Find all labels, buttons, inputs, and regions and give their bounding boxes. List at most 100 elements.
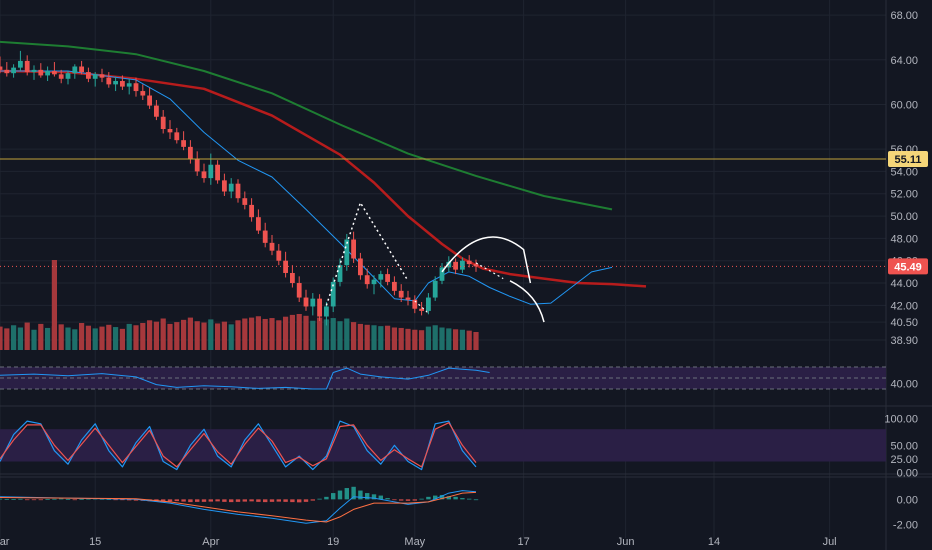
volume-bar	[330, 318, 336, 350]
stoch-band	[0, 429, 886, 462]
candle-body	[392, 281, 397, 291]
rsi-line	[0, 367, 490, 390]
volume-bar	[337, 321, 343, 350]
time-tick-label: Apr	[202, 536, 219, 548]
candle-body	[473, 264, 479, 267]
time-tick-label: 15	[89, 536, 101, 548]
time-tick-label: Jul	[823, 536, 837, 548]
macd-histogram-bar	[174, 499, 179, 502]
candle-body	[86, 72, 91, 79]
macd-histogram-bar	[127, 499, 132, 501]
volume-bar	[364, 324, 370, 350]
macd-histogram-bar	[344, 488, 349, 500]
macd-histogram-bar	[460, 498, 465, 500]
macd-histogram-bar	[283, 499, 288, 502]
candle-body	[11, 67, 16, 74]
candle-body	[303, 297, 309, 307]
macd-histogram-bar	[290, 499, 295, 503]
volume-bar	[425, 326, 431, 350]
macd-histogram-bar	[188, 499, 193, 503]
macd-line	[0, 490, 477, 524]
volume-bar	[58, 324, 64, 350]
candle-body	[215, 164, 220, 181]
macd-histogram-bar	[392, 499, 397, 501]
macd-histogram-bar	[419, 498, 424, 500]
candle-body	[113, 81, 118, 85]
candle-body	[79, 66, 84, 73]
macd-histogram-bar	[331, 493, 336, 500]
candle-body	[446, 261, 452, 268]
macd-histogram-bar	[276, 499, 281, 502]
price-tick-label: 50.00	[890, 211, 918, 223]
candle-body	[201, 171, 207, 179]
candle-body	[460, 260, 465, 270]
macd-histogram-bar	[242, 499, 247, 502]
volume-bar	[99, 326, 105, 350]
macd-histogram-bar	[45, 499, 50, 500]
candle-body	[72, 66, 78, 74]
volume-bar	[24, 322, 30, 350]
candle-body	[419, 308, 424, 311]
candle-body	[256, 217, 261, 231]
candle-body	[466, 260, 472, 265]
candle-body	[276, 250, 282, 261]
macd-histogram-bar	[0, 498, 3, 500]
macd-histogram-bar	[371, 494, 377, 500]
volume-bar	[153, 321, 159, 350]
candle-body	[412, 299, 418, 309]
candle-body	[174, 132, 180, 141]
stoch-d-line	[0, 422, 477, 468]
candle-body	[290, 272, 295, 284]
volume-bar	[357, 323, 363, 350]
candle-body	[167, 129, 173, 133]
price-tick-label: -2.00	[893, 519, 918, 531]
volume-bar	[160, 318, 166, 350]
volume-bar	[262, 318, 268, 350]
macd-histogram-bar	[106, 499, 111, 500]
candle-body	[99, 74, 105, 78]
volume-bar	[323, 319, 329, 350]
candle-body	[65, 73, 71, 79]
macd-histogram-bar	[256, 499, 261, 502]
candle-body	[92, 74, 98, 79]
volume-bar	[106, 324, 112, 350]
time-tick-label: Jun	[617, 536, 635, 548]
price-tick-label: 40.00	[890, 379, 918, 391]
macd-histogram-bar	[473, 499, 479, 501]
candle-body	[18, 60, 23, 68]
signal-line	[0, 491, 477, 523]
candle-body	[140, 91, 146, 96]
candle-body	[337, 265, 343, 282]
volume-bar	[296, 314, 302, 350]
macd-histogram-bar	[31, 499, 37, 501]
volume-bar	[446, 328, 452, 350]
volume-bar	[65, 327, 71, 350]
macd-histogram-bar	[358, 490, 363, 500]
volume-bar	[113, 327, 119, 350]
volume-bar	[147, 320, 153, 350]
volume-bar	[385, 325, 391, 350]
price-tick-label: 68.00	[890, 10, 918, 22]
candle-body	[38, 69, 44, 76]
volume-bar	[17, 327, 23, 350]
dotted-segment	[475, 262, 504, 280]
macd-histogram-bar	[412, 499, 417, 501]
volume-bar	[4, 328, 10, 350]
volume-bar	[391, 327, 397, 350]
candle-body	[432, 280, 438, 298]
candle-body	[405, 297, 411, 300]
time-axis[interactable]: Mar15Apr19May17Jun14Jul19	[0, 536, 932, 548]
volume-bar	[344, 318, 350, 350]
macd-histogram-bar	[433, 495, 438, 500]
volume-bar	[235, 320, 241, 350]
volume-bar	[221, 321, 227, 350]
macd-histogram-bar	[222, 499, 227, 502]
macd-histogram-bar	[453, 496, 458, 500]
candle-body	[222, 180, 227, 192]
candle-body	[324, 306, 329, 317]
candle-body	[194, 159, 200, 172]
volume-bar	[119, 328, 125, 350]
volume-bar	[31, 329, 37, 350]
macd-histogram-bar	[18, 498, 23, 500]
